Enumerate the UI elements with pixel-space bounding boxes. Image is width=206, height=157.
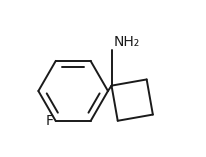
Text: NH₂: NH₂: [113, 35, 139, 49]
Text: F: F: [46, 114, 54, 128]
